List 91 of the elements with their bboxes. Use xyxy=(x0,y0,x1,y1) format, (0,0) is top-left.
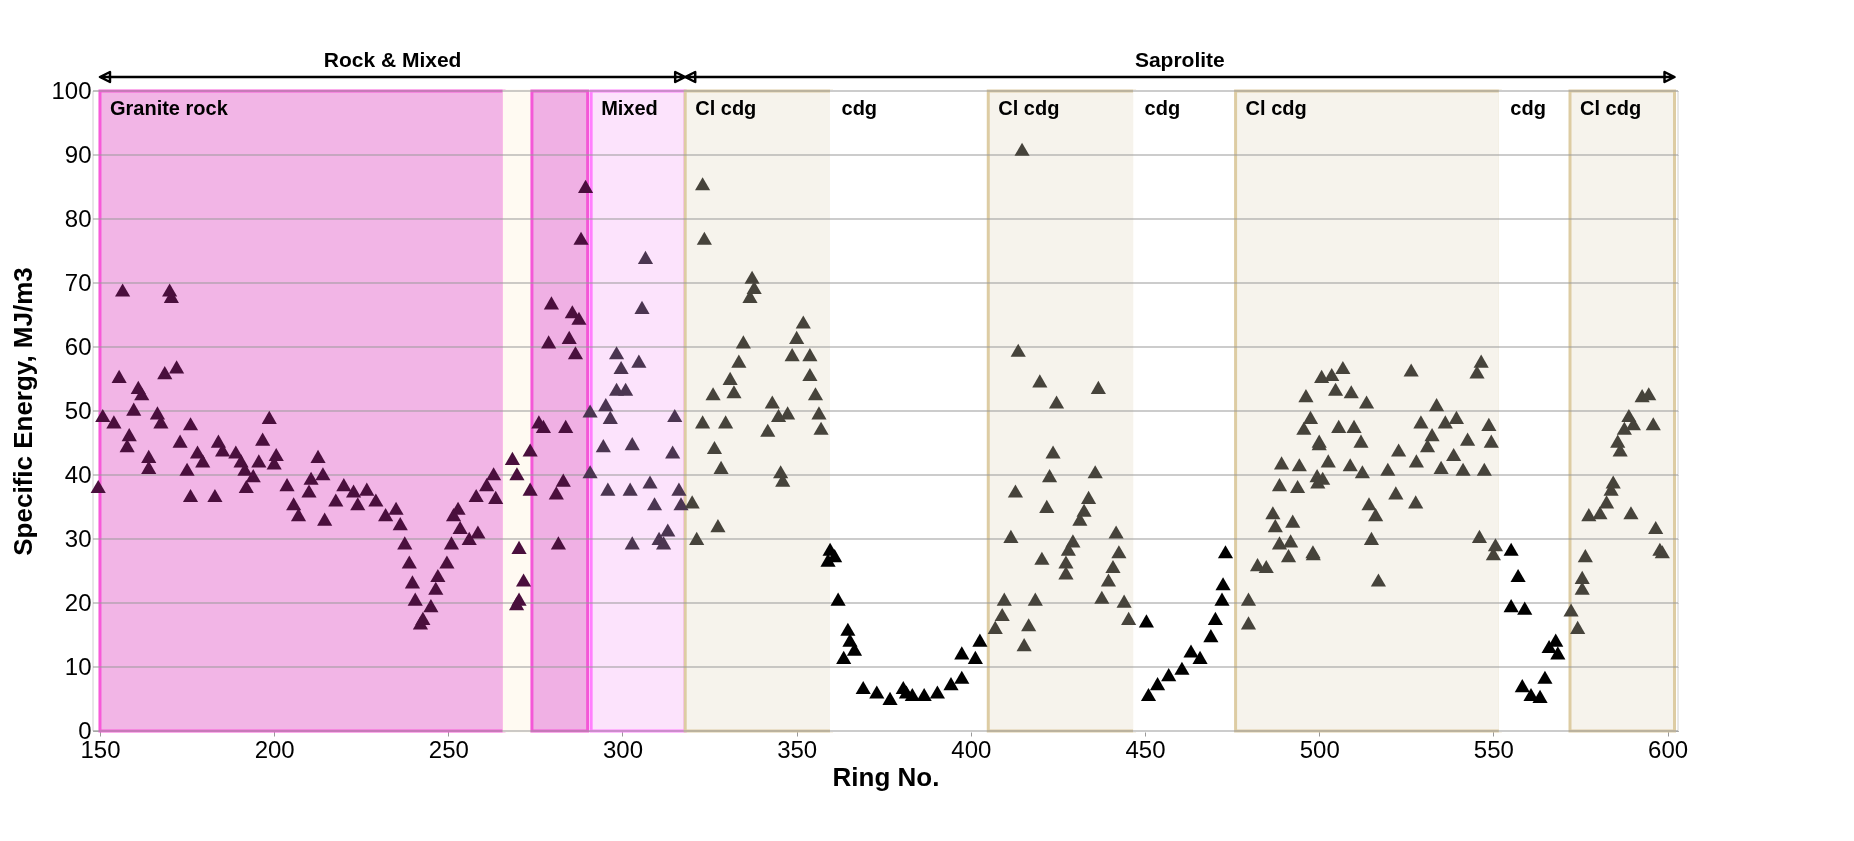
text: Rock & Mixed xyxy=(323,48,462,71)
point xyxy=(646,497,663,511)
point xyxy=(855,680,871,695)
point xyxy=(1514,678,1530,693)
x-tick-label: 600 xyxy=(1648,735,1689,763)
point xyxy=(656,536,672,550)
point xyxy=(846,642,863,656)
point xyxy=(1503,598,1519,613)
point xyxy=(608,346,625,360)
y-tick-label: 80 xyxy=(64,204,92,232)
y-tick-label: 10 xyxy=(64,652,92,680)
point xyxy=(595,438,611,453)
point xyxy=(836,650,852,664)
point xyxy=(624,437,640,451)
x-tick-label: 350 xyxy=(777,735,818,763)
point xyxy=(967,650,983,664)
point xyxy=(869,685,885,699)
point xyxy=(830,592,846,606)
x-tick-label: 200 xyxy=(254,735,295,763)
point xyxy=(582,465,598,479)
y-tick-label: 20 xyxy=(64,588,92,616)
band-label: Granite rock xyxy=(109,97,229,119)
point xyxy=(1207,611,1223,625)
x-tick-label: 300 xyxy=(602,735,644,763)
y-tick-label: 40 xyxy=(64,460,92,488)
x-tick-label: 450 xyxy=(1125,735,1166,763)
point xyxy=(1215,577,1231,591)
y-axis-title: Specific Energy, MJ/m3 xyxy=(8,267,39,556)
band-label: Cl cdg xyxy=(998,97,1060,119)
point xyxy=(1183,644,1199,658)
band-label: Mixed xyxy=(601,97,658,119)
point xyxy=(840,622,856,636)
point xyxy=(665,445,681,459)
y-tick-label: 30 xyxy=(64,524,92,552)
point xyxy=(622,482,638,496)
point xyxy=(1138,614,1154,628)
point xyxy=(673,497,689,511)
point xyxy=(624,536,640,550)
point xyxy=(660,523,676,537)
point xyxy=(916,687,932,702)
text: Saprolite xyxy=(1134,48,1225,71)
point xyxy=(1192,650,1208,664)
point xyxy=(954,646,970,660)
point xyxy=(618,382,634,396)
y-tick-label: 100 xyxy=(51,76,92,104)
band-label: cdg xyxy=(1510,97,1546,119)
point xyxy=(634,300,650,314)
point xyxy=(1203,629,1219,643)
band-label: cdg xyxy=(1144,97,1181,119)
point xyxy=(600,482,616,496)
point xyxy=(972,633,988,647)
point xyxy=(1517,601,1533,615)
y-tick-label: 90 xyxy=(64,140,92,168)
point xyxy=(1550,646,1566,660)
x-tick-label: 500 xyxy=(1299,735,1340,763)
x-axis-title: Ring No. xyxy=(832,761,940,792)
x-tick-label: 250 xyxy=(428,735,469,763)
point xyxy=(820,553,836,567)
point xyxy=(1140,687,1157,702)
point xyxy=(602,410,618,424)
band-label: Cl cdg xyxy=(1580,97,1642,119)
point xyxy=(637,250,654,264)
point xyxy=(1217,545,1234,559)
point xyxy=(1532,689,1548,704)
x-tick-label: 550 xyxy=(1473,735,1514,763)
point xyxy=(929,685,945,699)
point xyxy=(613,360,629,375)
band-label: cdg xyxy=(841,97,878,119)
y-tick-label: 70 xyxy=(64,268,92,296)
point xyxy=(671,482,687,496)
point xyxy=(1548,633,1564,647)
point xyxy=(667,408,683,423)
point xyxy=(1174,661,1190,675)
band-label: Cl cdg xyxy=(695,97,757,119)
point xyxy=(1161,668,1177,682)
x-tick-label: 400 xyxy=(951,735,992,763)
point xyxy=(598,398,614,412)
point xyxy=(1537,670,1553,684)
point xyxy=(1149,677,1166,691)
point xyxy=(631,354,647,368)
point xyxy=(582,404,598,418)
point xyxy=(943,677,959,691)
y-tick-label: 60 xyxy=(64,332,92,360)
point xyxy=(1510,568,1526,583)
y-tick-label: 50 xyxy=(64,396,92,424)
point xyxy=(1503,542,1519,556)
point xyxy=(954,670,970,684)
point xyxy=(642,475,658,489)
point xyxy=(882,691,898,705)
band-label: Cl cdg xyxy=(1245,97,1307,119)
point xyxy=(1214,592,1230,606)
